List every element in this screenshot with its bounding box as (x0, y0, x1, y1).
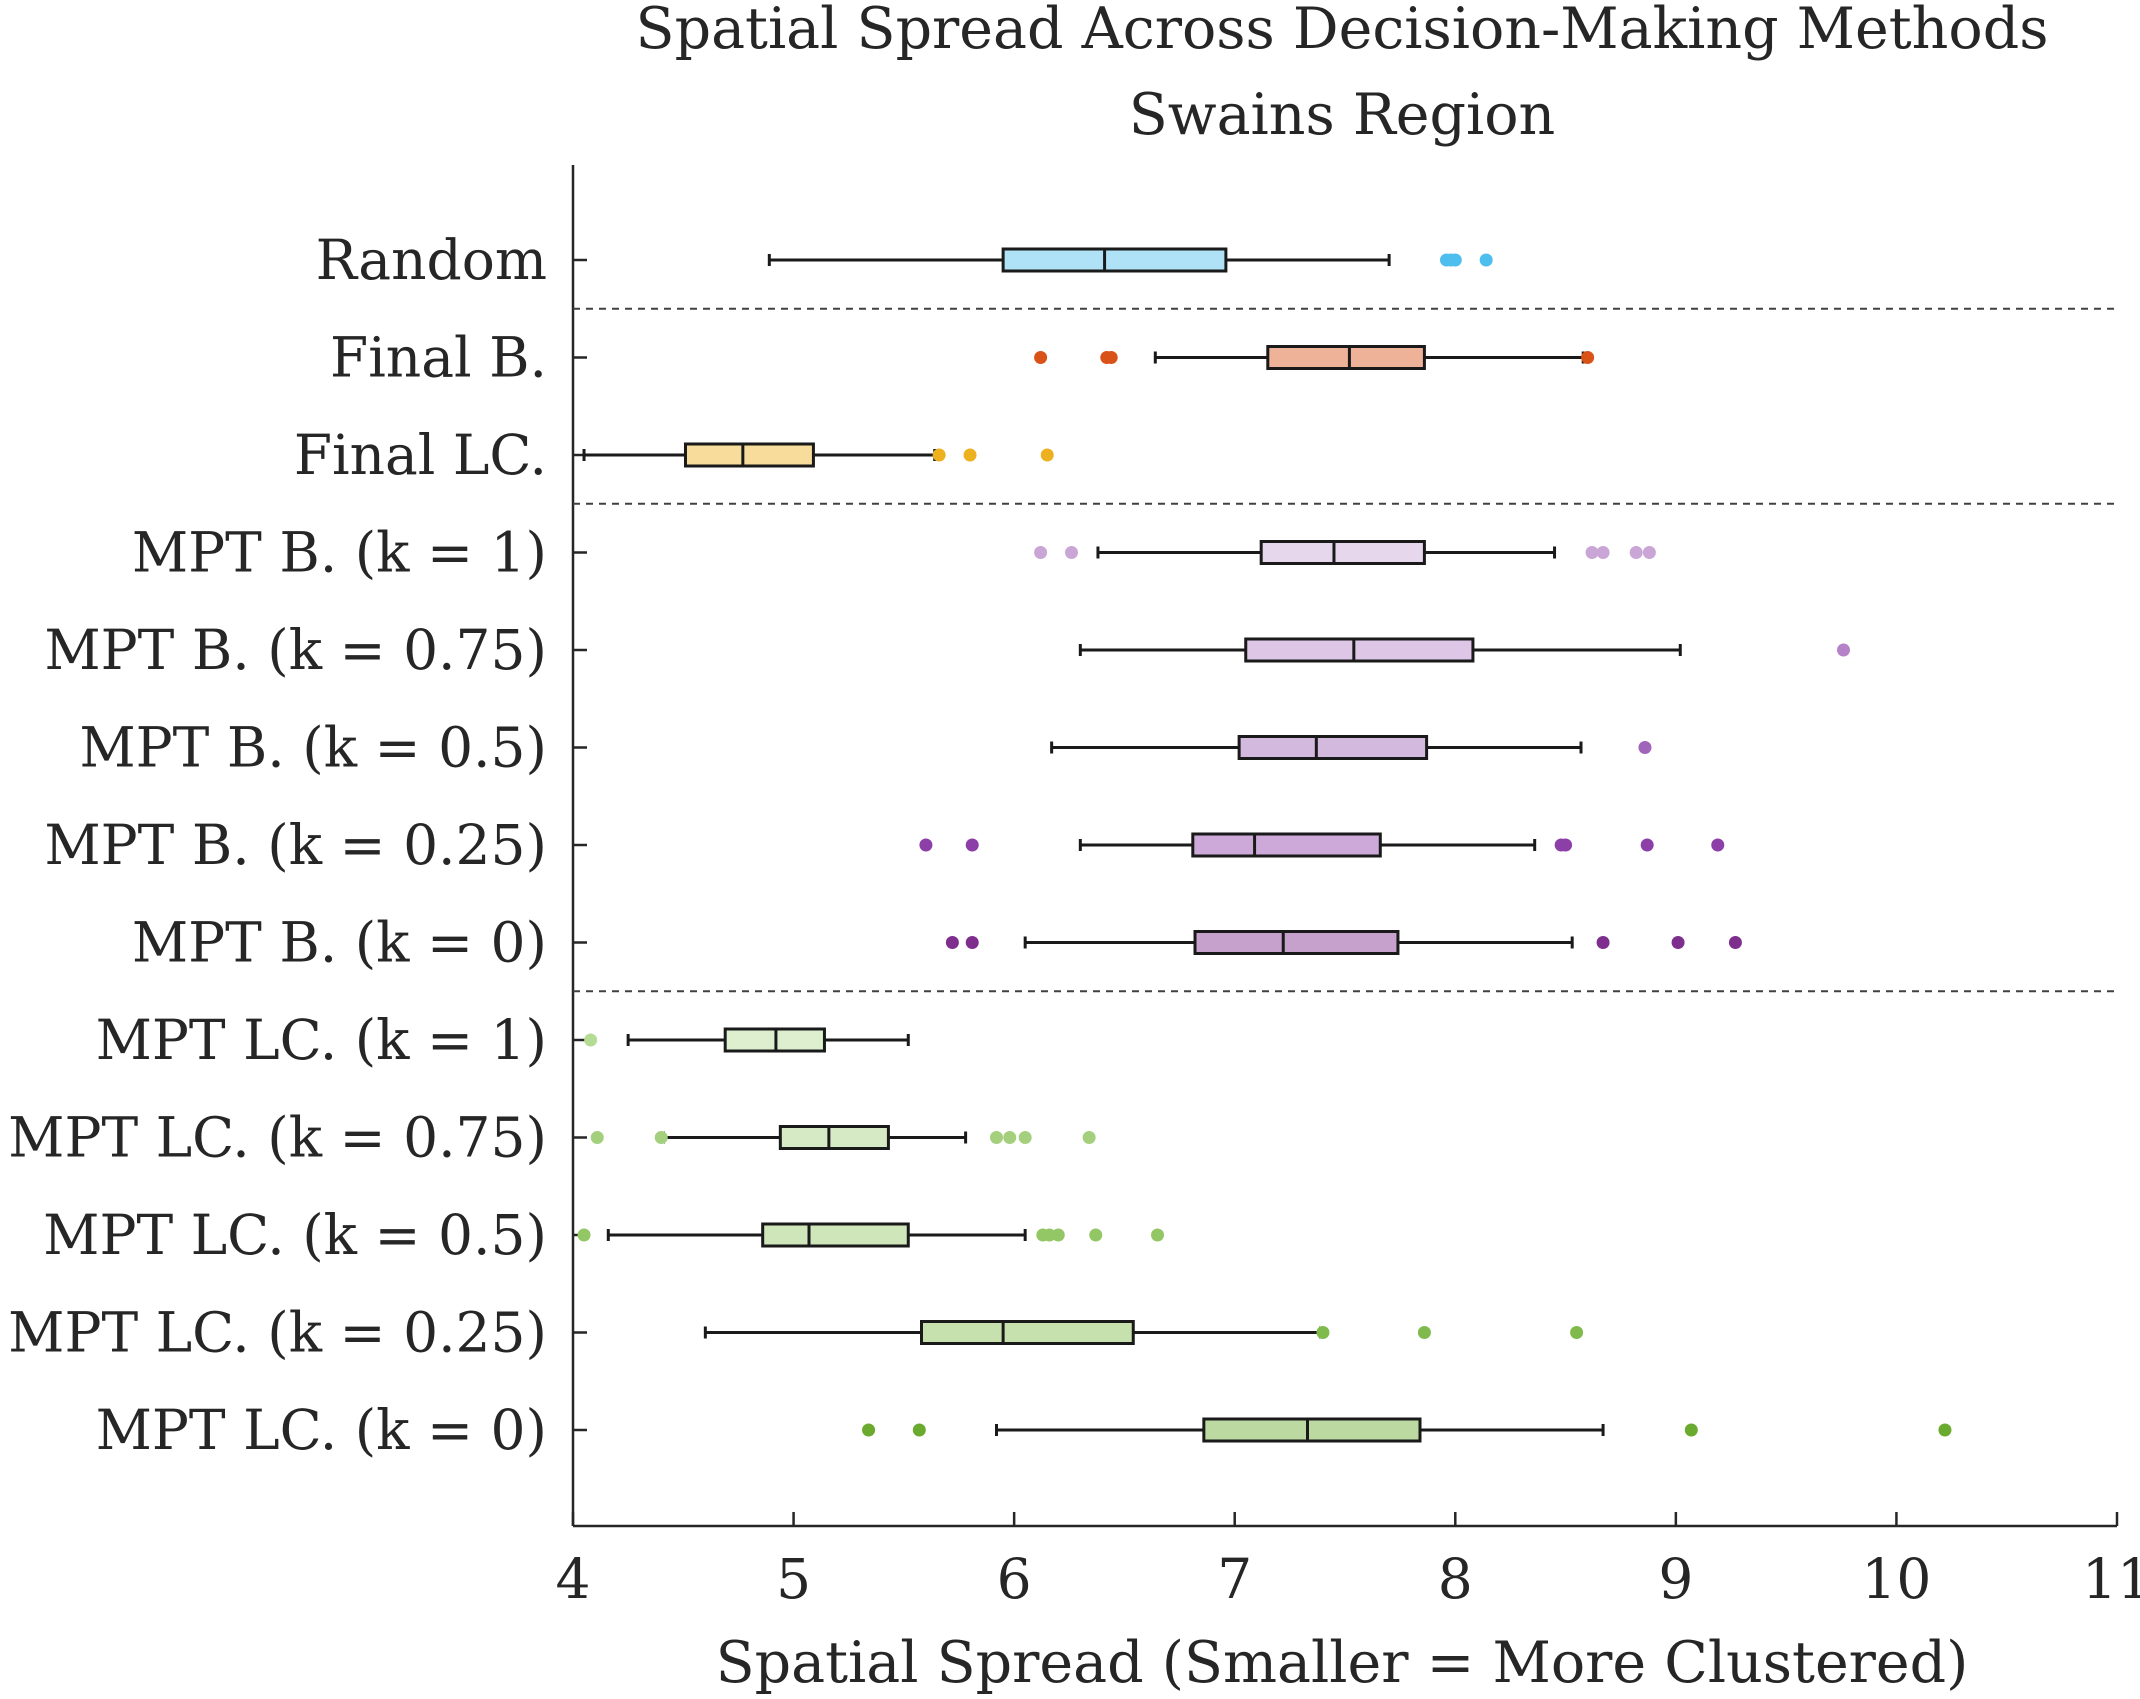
outlier-point (1040, 448, 1054, 462)
outlier-point (1104, 351, 1118, 364)
outlier-point (919, 838, 933, 852)
y-tick-label: Final LC. (294, 423, 547, 487)
y-tick-label: MPT B. (k = 1) (132, 521, 547, 585)
outlier-point (932, 448, 946, 462)
outlier-point (584, 1033, 598, 1047)
outlier-point (1585, 546, 1599, 559)
outlier-point (1596, 936, 1610, 949)
x-tick-label: 7 (1217, 1547, 1252, 1611)
iqr-box (1237, 735, 1429, 760)
outlier-point (963, 448, 977, 462)
y-tick-label: Random (316, 228, 547, 292)
y-tick-label: MPT B. (k = 0.25) (44, 813, 547, 877)
y-tick-label: MPT B. (k = 0.75) (44, 618, 547, 682)
outlier-point (1003, 1131, 1017, 1144)
outlier-point (965, 838, 979, 852)
x-axis-label: Spatial Spread (Smaller = More Clustered… (716, 1630, 1969, 1696)
outlier-point (989, 1131, 1003, 1144)
outlier-point (1629, 546, 1643, 559)
outlier-point (912, 1423, 926, 1437)
x-tick-label: 10 (1861, 1547, 1931, 1611)
iqr-box (1001, 247, 1228, 273)
x-tick-label: 8 (1438, 1547, 1473, 1611)
outlier-point (1684, 1423, 1698, 1437)
iqr-box (1193, 930, 1400, 955)
iqr-box (1259, 540, 1426, 565)
x-tick-label: 6 (997, 1547, 1032, 1611)
iqr-box (1244, 637, 1475, 663)
outlier-point (1034, 351, 1048, 364)
outlier-point (1316, 1326, 1330, 1339)
outlier-point (1728, 936, 1742, 949)
outlier-point (1570, 1326, 1584, 1339)
y-tick-label: MPT B. (k = 0) (132, 911, 547, 975)
outlier-point (862, 1423, 876, 1437)
iqr-box (1266, 345, 1426, 370)
y-tick-label: MPT LC. (k = 0) (96, 1398, 547, 1462)
iqr-box (761, 1222, 910, 1248)
y-tick-label: MPT LC. (k = 0.25) (8, 1301, 547, 1365)
outlier-point (1638, 741, 1652, 754)
outlier-point (654, 1131, 668, 1144)
outlier-point (1479, 253, 1493, 267)
outlier-point (1082, 1131, 1096, 1144)
iqr-box (1191, 832, 1382, 858)
outlier-point (1089, 1228, 1103, 1242)
x-tick-label: 11 (2082, 1547, 2140, 1611)
y-tick-label: MPT LC. (k = 0.75) (8, 1106, 547, 1170)
outlier-point (1559, 838, 1573, 852)
iqr-box (1202, 1417, 1422, 1443)
x-tick-label: 5 (776, 1547, 811, 1611)
y-tick-label: MPT LC. (k = 0.5) (43, 1203, 547, 1267)
chart-subtitle: Swains Region (1129, 82, 1556, 148)
outlier-point (1640, 838, 1654, 852)
outlier-point (1064, 546, 1078, 559)
y-tick-label: MPT B. (k = 0.5) (79, 716, 547, 780)
outlier-point (1051, 1228, 1065, 1242)
outlier-point (1417, 1326, 1431, 1339)
x-tick-label: 9 (1658, 1547, 1693, 1611)
outlier-point (1034, 546, 1048, 559)
outlier-point (1581, 351, 1595, 364)
x-tick-label: 4 (556, 1547, 591, 1611)
iqr-box (778, 1125, 890, 1150)
outlier-point (1151, 1228, 1165, 1242)
outlier-point (1596, 546, 1610, 559)
outlier-point (1671, 936, 1685, 949)
outlier-point (1642, 546, 1656, 559)
outlier-point (577, 1228, 591, 1242)
y-tick-label: MPT LC. (k = 1) (96, 1008, 547, 1072)
outlier-point (1938, 1423, 1952, 1437)
y-tick-label: Final B. (330, 326, 547, 390)
outlier-point (945, 936, 959, 949)
chart-title: Spatial Spread Across Decision-Making Me… (636, 0, 2049, 62)
outlier-point (590, 1131, 604, 1144)
iqr-box (920, 1320, 1135, 1345)
outlier-point (1448, 253, 1462, 267)
outlier-point (1018, 1131, 1032, 1144)
iqr-box (683, 442, 815, 468)
outlier-point (1711, 838, 1725, 852)
plot-area: 4 5 6 7 8 9 10 11 Random Final B. Final LC. MPT B. … (8, 165, 2140, 1611)
outlier-point (1836, 643, 1850, 657)
outlier-point (965, 936, 979, 949)
